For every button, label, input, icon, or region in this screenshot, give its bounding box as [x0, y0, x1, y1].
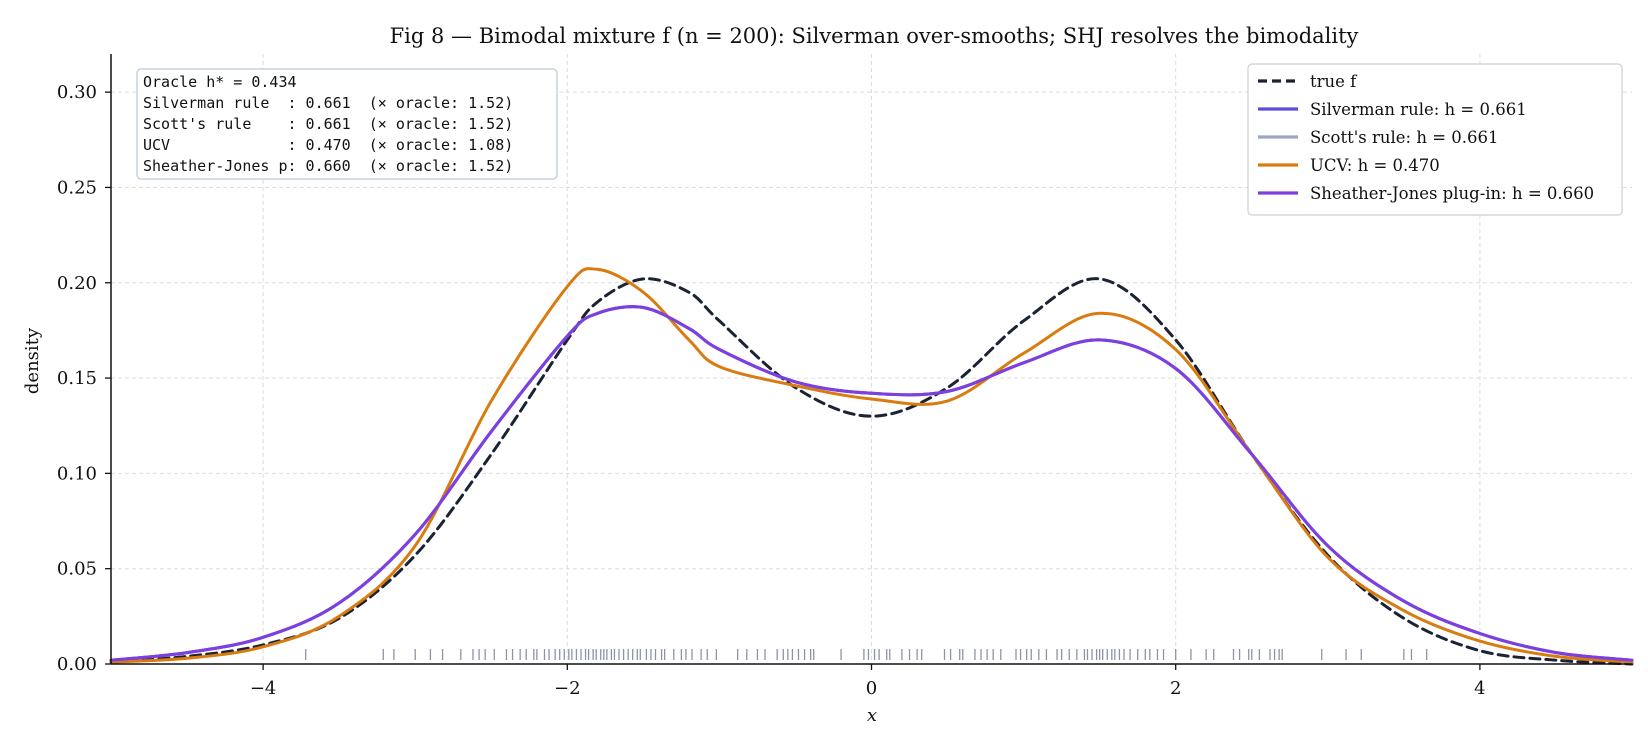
info-line: Oracle h* = 0.434: [143, 73, 297, 91]
x-tick-label: −2: [554, 678, 581, 699]
legend-label: Sheather-Jones plug-in: h = 0.660: [1310, 184, 1594, 203]
x-ticks: −4 −2 0 2 4: [250, 664, 1486, 699]
series-line-3: [109, 267, 1634, 664]
info-line: Scott's rule : 0.661 (× oracle: 1.52): [143, 115, 513, 133]
info-line: UCV : 0.470 (× oracle: 1.08): [143, 136, 513, 154]
y-tick-label: 0.15: [57, 368, 97, 389]
y-tick-label: 0.10: [57, 463, 97, 484]
chart-title: Fig 8 — Bimodal mixture f (n = 200): Sil…: [390, 24, 1359, 48]
x-axis-label: x: [867, 705, 877, 726]
legend-frame: [1247, 63, 1623, 216]
y-tick-label: 0.30: [57, 82, 97, 103]
legend-label: Silverman rule: h = 0.661: [1310, 100, 1527, 119]
y-tick-label: 0.05: [57, 559, 97, 580]
bandwidth-info-box: Oracle h* = 0.434 Silverman rule : 0.661 …: [136, 68, 558, 180]
info-line: Silverman rule : 0.661 (× oracle: 1.52): [143, 94, 513, 112]
legend-label: UCV: h = 0.470: [1310, 156, 1440, 175]
rug-marks: [305, 649, 1428, 660]
y-tick-label: 0.20: [57, 273, 97, 294]
density-curves: [109, 267, 1634, 666]
y-axis-label: density: [22, 327, 43, 394]
x-tick-label: 2: [1170, 678, 1181, 699]
y-ticks: 0.00 0.05 0.10 0.15 0.20 0.25 0.30: [57, 82, 111, 675]
legend-label: true f: [1310, 72, 1358, 91]
info-box-frame: [136, 68, 558, 180]
x-tick-label: −4: [250, 678, 277, 699]
x-tick-label: 4: [1474, 678, 1485, 699]
legend-label: Scott's rule: h = 0.661: [1310, 128, 1499, 147]
series-line-4: [109, 305, 1634, 662]
y-tick-label: 0.25: [57, 177, 97, 198]
legend: true f Silverman rule: h = 0.661 Scott's r…: [1247, 63, 1623, 216]
y-tick-label: 0.00: [57, 654, 97, 675]
x-tick-label: 0: [866, 678, 877, 699]
info-line: Sheather-Jones p: 0.660 (× oracle: 1.52): [143, 157, 513, 175]
